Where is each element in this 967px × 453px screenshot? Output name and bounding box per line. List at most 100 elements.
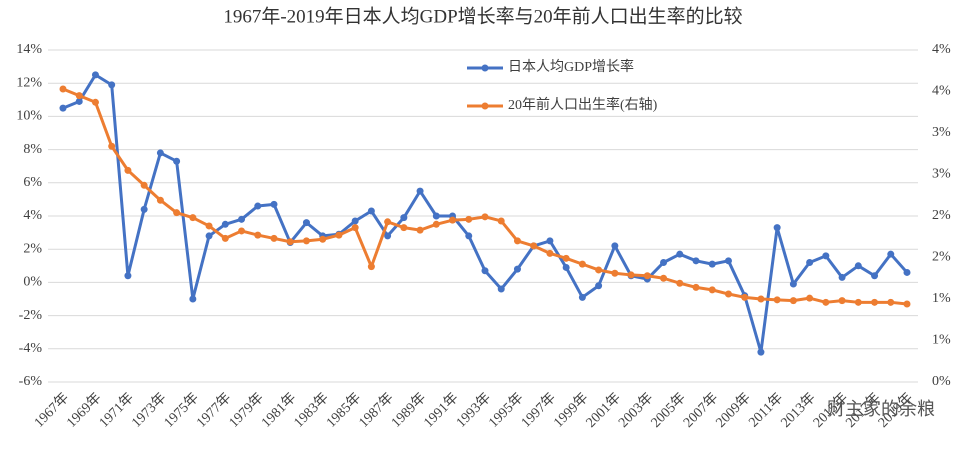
data-point bbox=[838, 297, 846, 305]
data-point bbox=[806, 294, 814, 302]
data-point bbox=[367, 263, 375, 271]
data-point bbox=[562, 263, 570, 271]
y2-tick-label: 1% bbox=[932, 333, 951, 348]
data-point bbox=[205, 222, 213, 230]
data-point bbox=[887, 298, 895, 306]
data-point bbox=[75, 92, 83, 100]
y2-tick-label: 0% bbox=[932, 374, 951, 389]
data-point bbox=[708, 260, 716, 268]
y2-tick-label: 4% bbox=[932, 42, 951, 57]
data-point bbox=[400, 224, 408, 232]
data-point bbox=[156, 196, 164, 204]
y-tick-label: -2% bbox=[19, 308, 43, 323]
data-point bbox=[643, 272, 651, 280]
legend-marker bbox=[481, 102, 489, 110]
data-point bbox=[384, 218, 392, 226]
y-tick-label: 10% bbox=[16, 109, 42, 124]
data-point bbox=[513, 237, 521, 245]
data-point bbox=[449, 216, 457, 224]
data-point bbox=[497, 285, 505, 293]
y-tick-label: 2% bbox=[23, 241, 42, 256]
data-point bbox=[189, 214, 197, 222]
y2-tick-label: 4% bbox=[932, 84, 951, 99]
data-point bbox=[59, 104, 67, 112]
data-point bbox=[741, 293, 749, 301]
data-point bbox=[676, 279, 684, 287]
data-point bbox=[838, 273, 846, 281]
data-point bbox=[416, 187, 424, 195]
y-tick-label: 6% bbox=[23, 175, 42, 190]
data-point bbox=[108, 142, 116, 150]
data-point bbox=[481, 267, 489, 275]
data-point bbox=[595, 282, 603, 290]
data-point bbox=[806, 258, 814, 266]
y2-tick-label: 1% bbox=[932, 291, 951, 306]
data-point bbox=[887, 250, 895, 258]
y-tick-label: 4% bbox=[23, 208, 42, 223]
data-point bbox=[546, 237, 554, 245]
y2-tick-label: 3% bbox=[932, 167, 951, 182]
data-point bbox=[789, 280, 797, 288]
data-point bbox=[578, 293, 586, 301]
data-point bbox=[302, 219, 310, 227]
data-point bbox=[351, 224, 359, 232]
data-point bbox=[903, 268, 911, 276]
data-point bbox=[757, 295, 765, 303]
data-point bbox=[611, 269, 619, 277]
data-point bbox=[854, 262, 862, 270]
data-point bbox=[140, 181, 148, 189]
legend-label: 日本人均GDP增长率 bbox=[508, 58, 634, 75]
y-tick-label: -4% bbox=[19, 341, 43, 356]
data-point bbox=[789, 297, 797, 305]
data-point bbox=[173, 209, 181, 217]
data-point bbox=[335, 231, 343, 239]
data-point bbox=[432, 212, 440, 220]
data-point bbox=[189, 295, 197, 303]
data-point bbox=[91, 71, 99, 79]
y2-tick-label: 2% bbox=[932, 208, 951, 223]
data-point bbox=[156, 149, 164, 157]
chart-title: 1967年-2019年日本人均GDP增长率与20年前人口出生率的比较 bbox=[223, 5, 742, 27]
data-point bbox=[578, 260, 586, 268]
data-point bbox=[822, 252, 830, 260]
data-point bbox=[546, 249, 554, 257]
data-point bbox=[497, 217, 505, 225]
data-point bbox=[757, 348, 765, 356]
data-point bbox=[465, 232, 473, 240]
data-point bbox=[221, 220, 229, 228]
y2-tick-label: 3% bbox=[932, 125, 951, 140]
data-point bbox=[871, 298, 879, 306]
y-tick-label: 14% bbox=[16, 42, 42, 57]
data-point bbox=[238, 227, 246, 235]
data-point bbox=[708, 286, 716, 294]
data-point bbox=[254, 231, 262, 239]
data-point bbox=[221, 234, 229, 242]
y-tick-label: 12% bbox=[16, 75, 42, 90]
data-point bbox=[416, 226, 424, 234]
data-point bbox=[400, 214, 408, 222]
data-point bbox=[530, 242, 538, 250]
data-point bbox=[59, 85, 67, 93]
y-tick-label: 0% bbox=[23, 275, 42, 290]
data-point bbox=[124, 166, 132, 174]
data-point bbox=[903, 300, 911, 308]
data-point bbox=[773, 224, 781, 232]
data-point bbox=[660, 274, 668, 282]
data-point bbox=[108, 81, 116, 89]
data-point bbox=[562, 254, 570, 262]
data-point bbox=[124, 272, 132, 280]
data-point bbox=[91, 98, 99, 106]
data-point bbox=[513, 265, 521, 273]
legend-marker bbox=[481, 64, 489, 72]
data-point bbox=[319, 235, 327, 243]
data-point bbox=[254, 202, 262, 210]
data-point bbox=[270, 200, 278, 208]
data-point bbox=[481, 213, 489, 221]
data-point bbox=[238, 215, 246, 223]
data-point bbox=[351, 217, 359, 225]
data-point bbox=[384, 232, 392, 240]
data-point bbox=[724, 257, 732, 265]
data-point bbox=[854, 298, 862, 306]
